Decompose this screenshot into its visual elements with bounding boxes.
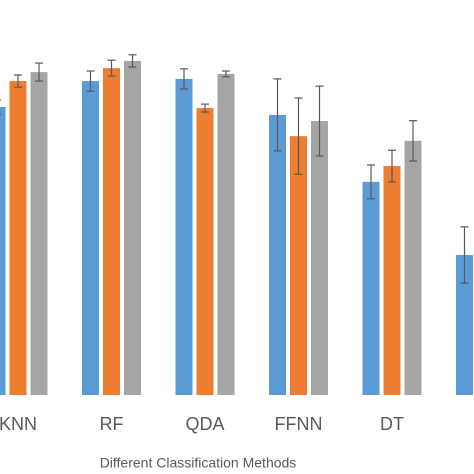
bar xyxy=(30,72,48,395)
error-bar xyxy=(294,97,303,175)
bar xyxy=(217,73,235,395)
error-bar xyxy=(273,78,282,152)
bar xyxy=(269,114,286,396)
error-bar xyxy=(222,70,230,78)
bar xyxy=(196,108,214,395)
error-bar xyxy=(107,59,116,77)
error-bar xyxy=(409,120,417,162)
error-bar xyxy=(460,226,469,284)
bar xyxy=(383,166,401,395)
error-bar xyxy=(388,149,396,183)
x-axis-title: Different Classification Methods xyxy=(100,455,297,471)
error-bar xyxy=(180,68,188,90)
bar xyxy=(311,121,328,395)
x-tick-label: FFNN xyxy=(275,414,323,434)
bar xyxy=(175,78,193,396)
error-bar xyxy=(86,70,95,92)
error-bar xyxy=(201,103,209,113)
bar xyxy=(103,68,120,396)
bar xyxy=(0,107,6,395)
error-bar xyxy=(367,164,375,200)
x-tick-label: RF xyxy=(100,414,124,434)
error-bar xyxy=(14,74,22,88)
bar xyxy=(82,81,99,395)
x-tick-label: QDA xyxy=(185,414,224,434)
x-tick-label: DT xyxy=(380,414,404,434)
bar xyxy=(124,60,141,396)
bar xyxy=(290,136,307,395)
x-tick-label: KNN xyxy=(0,414,37,434)
error-bar xyxy=(315,85,324,157)
error-bar xyxy=(35,62,43,82)
bar xyxy=(362,181,380,395)
error-bar xyxy=(128,54,137,68)
bar xyxy=(456,254,473,395)
bar xyxy=(404,140,422,395)
bar xyxy=(9,81,27,395)
